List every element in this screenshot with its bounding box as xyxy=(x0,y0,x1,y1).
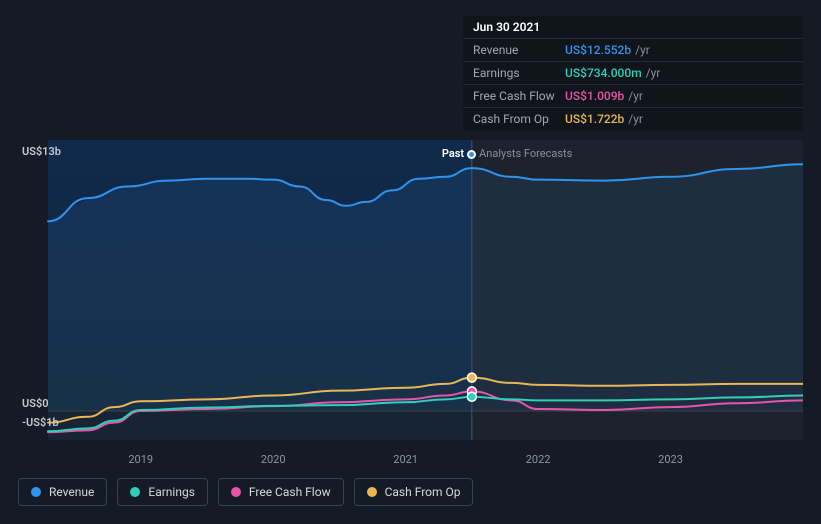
legend-item-earnings[interactable]: Earnings xyxy=(117,478,208,506)
chart-legend: Revenue Earnings Free Cash Flow Cash From O… xyxy=(18,478,473,506)
tooltip-date-row: Jun 30 2021 xyxy=(463,16,803,39)
legend-swatch xyxy=(231,487,241,497)
tooltip-metric-unit: /yr xyxy=(635,43,650,57)
tooltip-metric-unit: /yr xyxy=(628,89,643,103)
tooltip-date: Jun 30 2021 xyxy=(473,20,540,34)
y-axis-label: US$0 xyxy=(22,397,49,410)
tooltip-metric-label: Free Cash Flow xyxy=(473,89,565,103)
legend-label: Cash From Op xyxy=(385,485,461,499)
legend-item-cash-from-op[interactable]: Cash From Op xyxy=(354,478,474,506)
x-axis-label: 2021 xyxy=(393,453,418,466)
x-axis-label: 2023 xyxy=(658,453,683,466)
tooltip-metric-value: US$734.000m xyxy=(565,66,642,80)
tooltip-row: RevenueUS$12.552b/yr xyxy=(463,39,803,62)
forecast-label: Analysts Forecasts xyxy=(479,147,572,160)
legend-swatch xyxy=(31,487,41,497)
legend-swatch xyxy=(130,487,140,497)
past-label: Past xyxy=(442,147,464,160)
x-axis-label: 2019 xyxy=(128,453,153,466)
tooltip-metric-value: US$1.009b xyxy=(565,89,624,103)
legend-label: Free Cash Flow xyxy=(249,485,331,499)
tooltip-metric-label: Revenue xyxy=(473,43,565,57)
legend-item-free-cash-flow[interactable]: Free Cash Flow xyxy=(218,478,344,506)
chart-tooltip: Jun 30 2021 RevenueUS$12.552b/yrEarnings… xyxy=(463,16,803,130)
legend-swatch xyxy=(367,487,377,497)
tooltip-row: EarningsUS$734.000m/yr xyxy=(463,62,803,85)
legend-label: Earnings xyxy=(148,485,195,499)
y-axis-label: -US$1b xyxy=(22,416,59,429)
legend-item-revenue[interactable]: Revenue xyxy=(18,478,107,506)
tooltip-metric-value: US$12.552b xyxy=(565,43,631,57)
x-axis-label: 2020 xyxy=(261,453,286,466)
legend-label: Revenue xyxy=(49,485,94,499)
tooltip-row: Free Cash FlowUS$1.009b/yr xyxy=(463,85,803,108)
tooltip-metric-unit: /yr xyxy=(646,66,661,80)
split-dot-icon xyxy=(467,150,476,159)
x-axis-label: 2022 xyxy=(526,453,551,466)
y-axis-label: US$13b xyxy=(22,145,61,158)
split-divider-label: Past Analysts Forecasts xyxy=(442,147,572,160)
tooltip-metric-label: Earnings xyxy=(473,66,565,80)
earnings-chart[interactable]: US$13b US$0 -US$1b 2019 2020 2021 2022 2023 Pa… xyxy=(18,120,803,470)
